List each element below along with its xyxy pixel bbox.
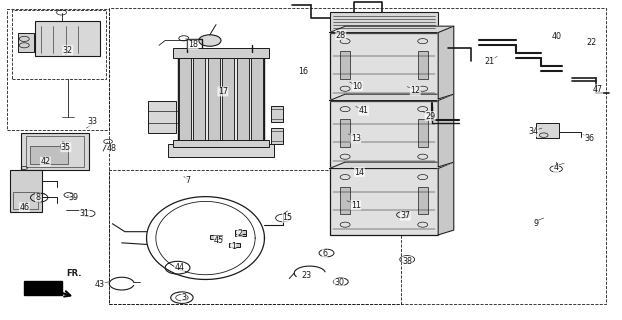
Bar	[169, 144, 274, 157]
Polygon shape	[330, 26, 453, 33]
Bar	[179, 56, 191, 141]
Text: 17: 17	[218, 87, 228, 96]
Polygon shape	[439, 94, 453, 167]
Bar	[536, 123, 559, 138]
Bar	[330, 100, 439, 167]
Bar	[13, 192, 38, 209]
Bar	[330, 169, 439, 235]
Bar	[35, 21, 100, 56]
Bar	[10, 170, 42, 212]
Bar	[237, 56, 249, 141]
Text: 14: 14	[355, 168, 364, 177]
Bar	[208, 56, 220, 141]
Bar	[177, 52, 264, 146]
Bar	[7, 9, 109, 130]
Text: 44: 44	[174, 263, 185, 272]
Text: 4: 4	[554, 164, 559, 172]
Text: 45: 45	[214, 236, 224, 245]
Text: 15: 15	[282, 213, 292, 222]
Bar	[271, 128, 283, 144]
Text: 35: 35	[61, 143, 71, 152]
Text: 37: 37	[401, 211, 411, 220]
Bar	[235, 232, 246, 236]
Text: 32: 32	[63, 45, 73, 55]
Polygon shape	[24, 281, 62, 295]
Bar	[418, 51, 428, 78]
Text: 16: 16	[299, 67, 309, 76]
Text: 1: 1	[231, 242, 236, 251]
Text: 9: 9	[533, 219, 538, 228]
Text: FR.: FR.	[67, 269, 82, 278]
Text: 33: 33	[88, 117, 98, 126]
Text: 47: 47	[593, 85, 603, 94]
Text: 2: 2	[237, 229, 242, 238]
Bar	[222, 56, 234, 141]
Bar	[109, 8, 606, 304]
Bar	[418, 187, 428, 214]
Text: 46: 46	[19, 203, 29, 212]
Text: 21: 21	[485, 57, 494, 66]
Text: 12: 12	[410, 86, 420, 95]
Text: 23: 23	[301, 271, 311, 280]
Bar	[330, 33, 439, 99]
Bar	[208, 56, 220, 141]
Bar	[330, 12, 439, 31]
Bar	[18, 33, 34, 52]
Text: 6: 6	[322, 250, 327, 259]
Bar	[229, 243, 240, 247]
Text: 18: 18	[188, 40, 198, 49]
Text: 39: 39	[69, 193, 79, 202]
Bar	[418, 119, 428, 147]
Polygon shape	[330, 162, 453, 169]
Text: 22: 22	[587, 38, 596, 47]
Text: 13: 13	[351, 134, 361, 143]
Text: 36: 36	[584, 134, 594, 143]
Text: 30: 30	[334, 278, 344, 287]
Bar	[193, 56, 205, 141]
Bar	[251, 56, 263, 141]
Text: 42: 42	[40, 157, 50, 166]
Text: 41: 41	[359, 106, 369, 115]
Bar	[172, 49, 269, 58]
Polygon shape	[330, 94, 453, 100]
Bar	[148, 101, 175, 133]
Text: 28: 28	[336, 31, 346, 40]
Bar	[340, 187, 350, 214]
Text: 40: 40	[551, 32, 561, 41]
Bar	[30, 146, 68, 164]
Bar	[21, 132, 89, 170]
Bar	[340, 119, 350, 147]
Text: 48: 48	[106, 144, 116, 153]
Text: 11: 11	[351, 201, 361, 210]
Text: 34: 34	[528, 127, 538, 136]
Polygon shape	[439, 26, 453, 99]
Bar	[271, 106, 283, 122]
Text: 29: 29	[425, 112, 435, 121]
Bar	[235, 230, 246, 234]
Text: 10: 10	[353, 82, 363, 91]
Circle shape	[198, 35, 221, 46]
Bar	[340, 51, 350, 78]
Bar	[179, 56, 191, 141]
Text: 8: 8	[35, 193, 40, 202]
Bar	[26, 136, 84, 167]
Bar	[210, 235, 221, 239]
Text: 3: 3	[181, 293, 186, 302]
Text: 38: 38	[402, 257, 412, 266]
Text: 43: 43	[95, 280, 105, 289]
Bar	[222, 56, 234, 141]
Bar	[172, 140, 269, 147]
Bar	[237, 56, 249, 141]
Bar	[109, 170, 401, 304]
Text: 7: 7	[185, 176, 191, 185]
Polygon shape	[439, 162, 453, 235]
Bar	[12, 10, 106, 79]
Text: 31: 31	[80, 209, 90, 218]
Bar	[251, 56, 263, 141]
Bar	[193, 56, 205, 141]
